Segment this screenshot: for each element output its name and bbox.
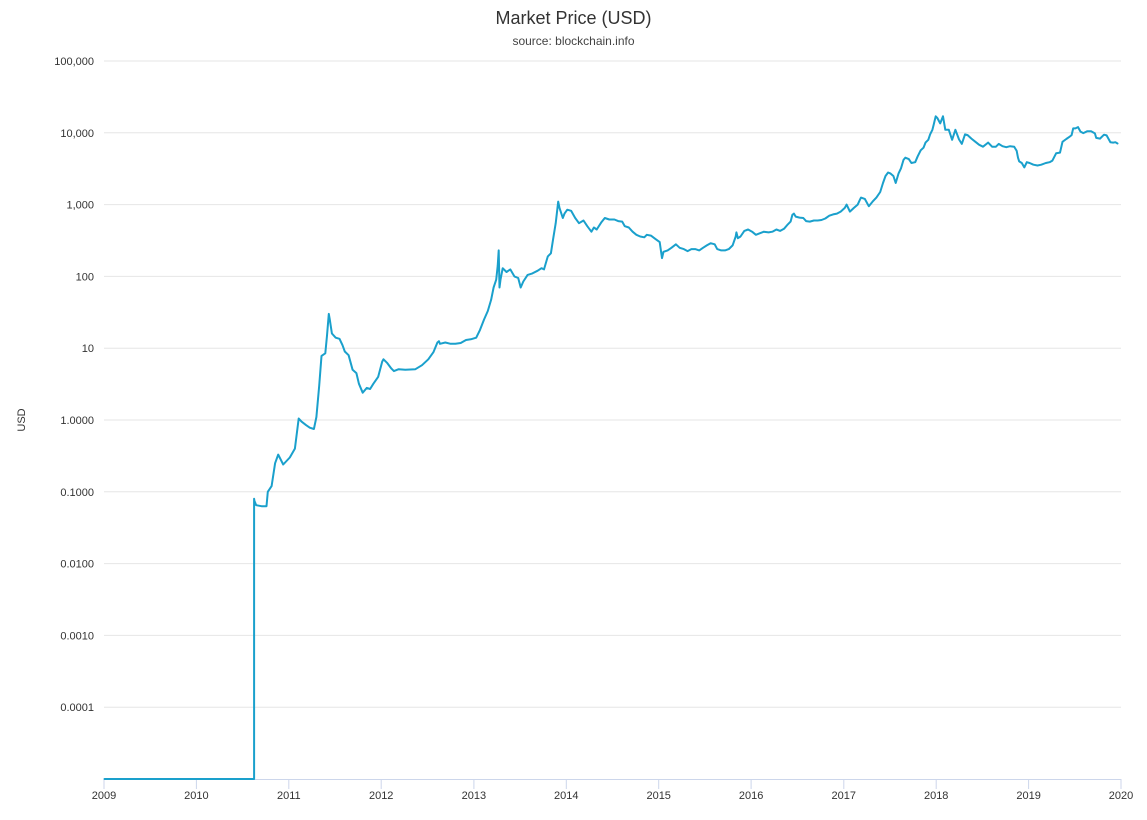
y-tick-label: 1,000 [66, 200, 94, 212]
x-axis-tick-labels: 2009 2010 2011 2012 2013 2014 2015 2016 2017 2018… [92, 790, 1133, 802]
x-tick-label: 2016 [739, 790, 763, 802]
series-line-market-price [103, 115, 1119, 780]
chart-title: Market Price (USD) [495, 8, 651, 28]
x-tick-label: 2010 [184, 790, 208, 802]
x-tick-label: 2012 [369, 790, 393, 802]
x-tick-label: 2019 [1016, 790, 1040, 802]
series-layer [103, 115, 1119, 780]
y-tick-label: 0.0001 [60, 702, 94, 714]
y-axis-title: USD [16, 408, 28, 431]
y-tick-label: 0.0100 [60, 559, 94, 571]
x-tick-label: 2018 [924, 790, 948, 802]
y-tick-label: 0.1000 [60, 487, 94, 499]
x-tick-label: 2015 [646, 790, 670, 802]
grid-lines [104, 60, 1121, 708]
y-tick-label: 10,000 [60, 128, 94, 140]
y-tick-label: 100 [76, 271, 94, 283]
chart-subtitle: source: blockchain.info [512, 34, 634, 48]
y-tick-label: 10 [82, 343, 94, 355]
x-tick-label: 2009 [92, 790, 116, 802]
x-tick-label: 2011 [277, 790, 301, 802]
y-tick-label: 1.0000 [60, 415, 94, 427]
axes [103, 779, 1122, 789]
x-tick-label: 2020 [1109, 790, 1133, 802]
y-axis-tick-labels: 0.0001 0.0010 0.0100 0.1000 1.0000 10 100 1,000… [54, 56, 94, 714]
x-tick-label: 2013 [462, 790, 486, 802]
x-tick-label: 2017 [832, 790, 856, 802]
y-tick-label: 100,000 [54, 56, 94, 68]
x-tick-label: 2014 [554, 790, 578, 802]
y-tick-label: 0.0010 [60, 630, 94, 642]
